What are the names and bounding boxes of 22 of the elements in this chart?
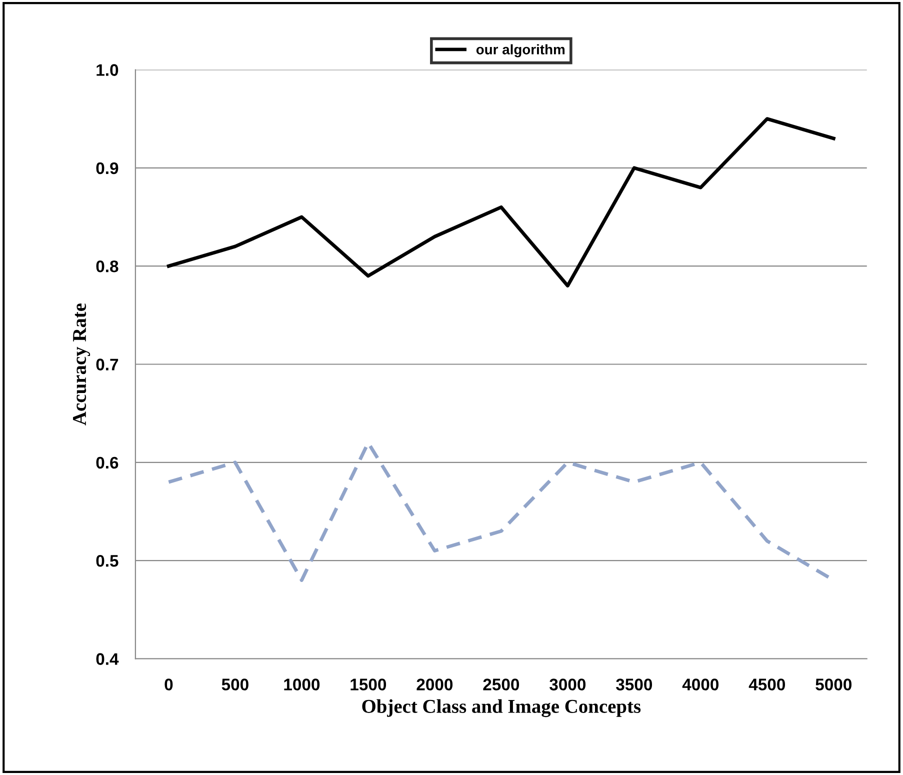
x-tick-label: 4000 <box>682 678 719 690</box>
x-tick-label: 0 <box>164 678 173 690</box>
x-tick-label: 4500 <box>748 678 785 690</box>
x-tick-label: 3500 <box>616 678 652 690</box>
x-tick-label: 2000 <box>416 678 453 690</box>
y-axis-title: Accuracy Rate <box>73 303 90 426</box>
y-tick-label: 0.9 <box>96 162 118 174</box>
y-tick-label: 0.4 <box>96 653 119 665</box>
legend-label: our algorithm <box>476 44 565 58</box>
y-tick-label: 0.7 <box>96 358 118 370</box>
x-tick-label: 3000 <box>550 678 586 690</box>
y-tick-label: 0.8 <box>96 260 118 272</box>
x-tick-label: 1500 <box>350 678 386 690</box>
x-tick-label: 5000 <box>816 678 852 690</box>
line-series <box>166 117 836 288</box>
x-tick-label: 1000 <box>284 678 320 690</box>
y-tick-label: 0.5 <box>96 554 118 567</box>
x-axis-title: Object Class and Image Concepts <box>362 699 641 718</box>
x-tick-label: 500 <box>222 678 248 690</box>
x-tick-label: 2500 <box>483 678 520 690</box>
y-tick-label: 1.0 <box>96 64 118 76</box>
y-tick-label: 0.6 <box>96 456 118 469</box>
